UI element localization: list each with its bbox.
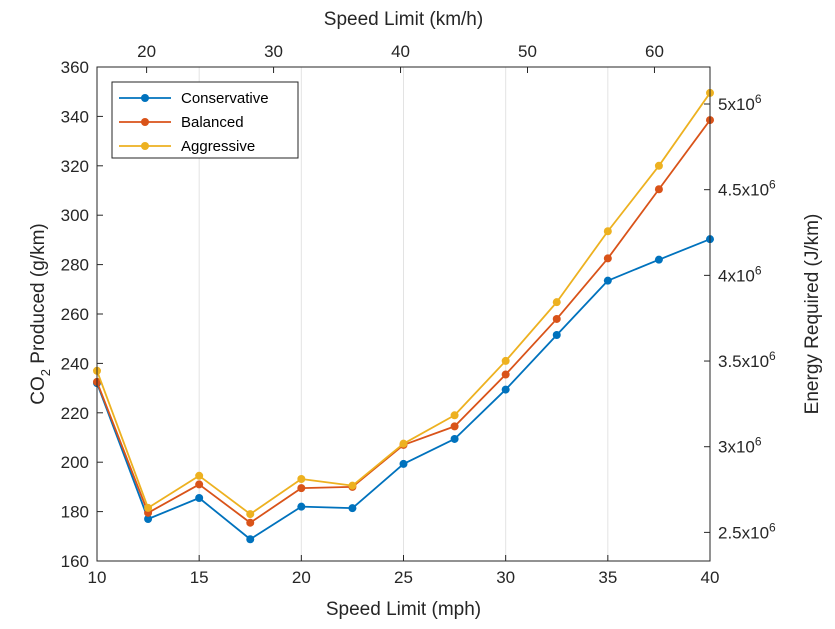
data-point-conservative <box>348 504 357 513</box>
top-x-tick-label: 30 <box>264 42 283 61</box>
data-point-conservative <box>399 459 408 468</box>
y-tick-label: 220 <box>61 404 89 423</box>
data-point-balanced <box>552 314 561 323</box>
right-y-tick-exponent: 6 <box>769 520 776 534</box>
axes-layer: 10 15 20 25 30 35 40 160 180 200 220 240 260 280 300 32… <box>61 42 776 587</box>
legend-label-conservative: Conservative <box>181 90 269 107</box>
y-axis-title: CO2 Produced (g/km) <box>28 223 53 404</box>
right-y-tick-base: 3.5x10 <box>718 352 769 371</box>
right-y-tick-base: 2.5x10 <box>718 523 769 542</box>
x-axis-title: Speed Limit (mph) <box>326 599 481 620</box>
data-point-aggressive <box>348 481 357 490</box>
data-point-conservative <box>450 434 459 443</box>
data-point-conservative <box>195 494 204 503</box>
right-y-axis-title: Energy Required (J/km) <box>802 214 823 415</box>
top-x-tick-label: 60 <box>645 42 664 61</box>
right-y-tick-base: 5x10 <box>718 95 755 114</box>
data-point-conservative <box>297 502 306 511</box>
right-y-tick-label: 5x106 <box>718 92 762 114</box>
y-tick-label: 340 <box>61 107 89 126</box>
data-point-conservative <box>552 330 561 339</box>
right-y-tick-label: 4.5x106 <box>718 178 776 200</box>
data-point-balanced <box>246 518 255 527</box>
x-tick-label: 25 <box>394 568 413 587</box>
data-point-conservative <box>603 276 612 285</box>
data-point-aggressive <box>552 298 561 307</box>
data-point-conservative <box>144 515 153 524</box>
y-tick-label: 260 <box>61 305 89 324</box>
data-point-balanced <box>603 254 612 263</box>
data-point-balanced <box>297 484 306 493</box>
x-tick-label: 10 <box>88 568 107 587</box>
y-tick-label: 360 <box>61 58 89 77</box>
data-point-conservative <box>654 255 663 264</box>
y-axis-title-main: CO <box>28 376 49 405</box>
y-tick-label: 280 <box>61 256 89 275</box>
data-point-balanced <box>501 370 510 379</box>
top-x-tick-label: 20 <box>137 42 156 61</box>
right-y-tick-label: 4x106 <box>718 263 762 285</box>
x-tick-label: 30 <box>496 568 515 587</box>
right-y-tick-exponent: 6 <box>755 263 762 277</box>
right-y-tick-label: 2.5x106 <box>718 520 776 542</box>
legend-label-aggressive: Aggressive <box>181 138 255 155</box>
right-y-tick-exponent: 6 <box>769 178 776 192</box>
data-point-balanced <box>195 480 204 489</box>
y-axis-title-rest: Produced (g/km) <box>28 223 49 369</box>
y-tick-label: 160 <box>61 552 89 571</box>
data-point-aggressive <box>246 510 255 519</box>
data-point-aggressive <box>450 411 459 420</box>
right-y-tick-label: 3.5x106 <box>718 349 776 371</box>
top-x-tick-label: 50 <box>518 42 537 61</box>
data-point-balanced <box>450 422 459 431</box>
right-y-tick-exponent: 6 <box>755 435 762 449</box>
legend-marker-conservative <box>141 94 149 102</box>
y-tick-label: 300 <box>61 206 89 225</box>
data-point-aggressive <box>501 356 510 365</box>
data-point-aggressive <box>399 439 408 448</box>
x-tick-label: 35 <box>598 568 617 587</box>
right-y-tick-base: 4.5x10 <box>718 181 769 200</box>
top-x-tick-label: 40 <box>391 42 410 61</box>
x-tick-label: 40 <box>701 568 720 587</box>
x-tick-label: 20 <box>292 568 311 587</box>
right-y-tick-base: 3x10 <box>718 438 755 457</box>
y-tick-label: 180 <box>61 503 89 522</box>
data-point-aggressive <box>603 227 612 236</box>
y-axis-title-subscript: 2 <box>38 369 53 376</box>
legend-label-balanced: Balanced <box>181 114 244 131</box>
legend-items: Conservative Balanced Aggressive <box>119 90 269 155</box>
right-y-tick-label: 3x106 <box>718 435 762 457</box>
right-y-tick-base: 4x10 <box>718 266 755 285</box>
data-point-conservative <box>246 535 255 544</box>
data-point-aggressive <box>297 474 306 483</box>
data-point-aggressive <box>654 161 663 170</box>
top-x-axis-title: Speed Limit (km/h) <box>324 9 483 30</box>
right-y-tick-exponent: 6 <box>755 92 762 106</box>
y-tick-label: 240 <box>61 354 89 373</box>
data-point-balanced <box>654 185 663 194</box>
legend-marker-aggressive <box>141 142 149 150</box>
legend-marker-balanced <box>141 118 149 126</box>
data-point-aggressive <box>195 471 204 480</box>
data-point-conservative <box>501 385 510 394</box>
y-tick-label: 320 <box>61 157 89 176</box>
data-point-aggressive <box>144 503 153 512</box>
x-tick-label: 15 <box>190 568 209 587</box>
right-y-tick-exponent: 6 <box>769 349 776 363</box>
legend: Conservative Balanced Aggressive <box>111 81 299 159</box>
y-tick-label: 200 <box>61 453 89 472</box>
